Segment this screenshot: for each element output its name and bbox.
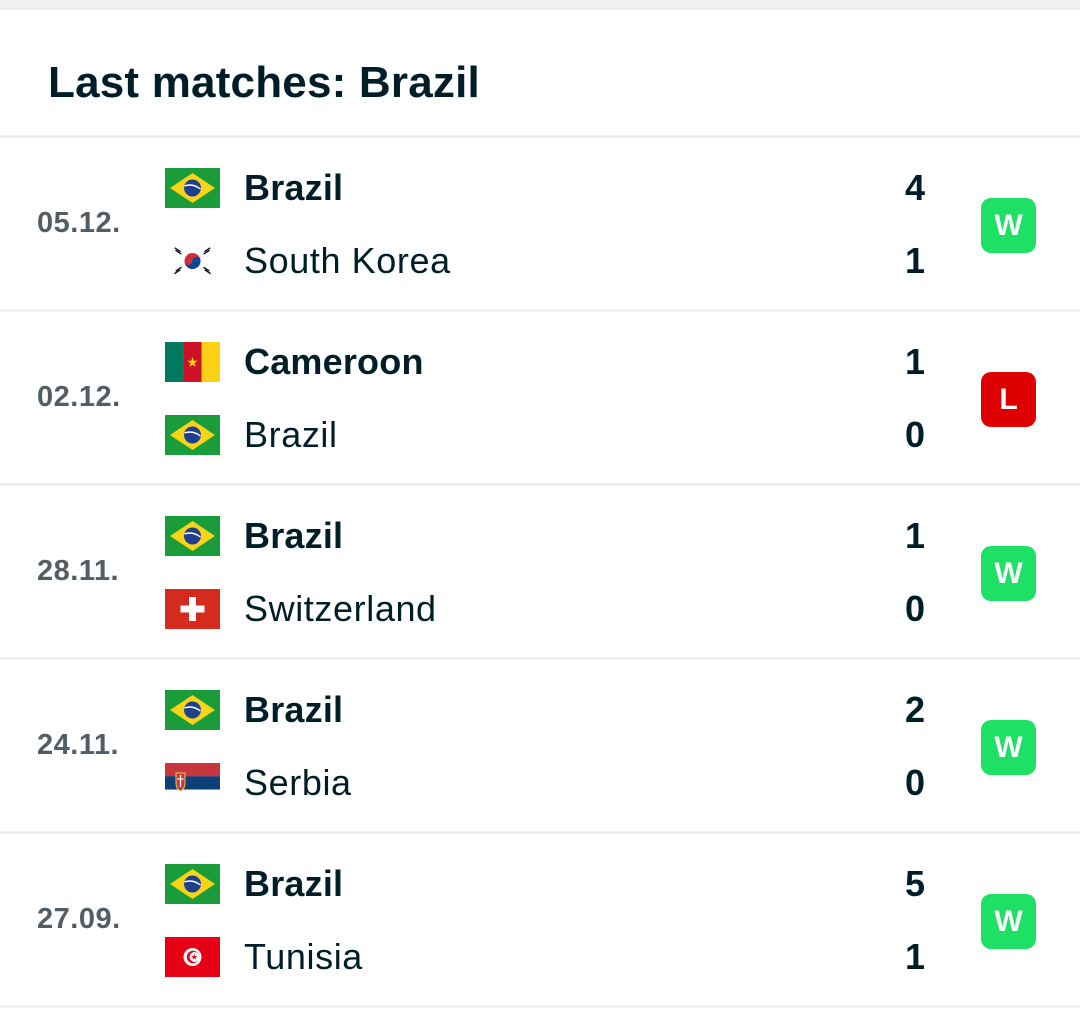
match-list: 05.12. Brazil 4 South Korea 1 W 02.12. C…: [0, 138, 1080, 1008]
match-date: 27.09.: [37, 903, 121, 935]
match-date: 02.12.: [37, 381, 121, 413]
match-row[interactable]: 05.12. Brazil 4 South Korea 1 W: [0, 138, 1080, 312]
switzerland-flag-icon: [165, 589, 220, 629]
top-divider: [0, 0, 1080, 10]
away-team-name: Switzerland: [244, 588, 437, 629]
away-team: South Korea 1: [165, 236, 925, 286]
away-team-name: Tunisia: [244, 936, 363, 977]
serbia-flag-icon: [165, 763, 220, 803]
home-score: 4: [904, 167, 926, 208]
home-team-name: Brazil: [244, 863, 344, 904]
home-team-name: Brazil: [244, 689, 344, 730]
away-team-name: Brazil: [244, 414, 338, 455]
page-title: Last matches: Brazil: [48, 58, 480, 107]
result-badge: W: [981, 894, 1036, 949]
home-team-name: Brazil: [244, 167, 344, 208]
brazil-flag-icon: [165, 864, 220, 904]
away-score: 1: [904, 936, 926, 977]
match-row[interactable]: 27.09. Brazil 5 Tunisia 1 W: [0, 834, 1080, 1008]
result-badge: W: [981, 546, 1036, 601]
brazil-flag-icon: [165, 415, 220, 455]
away-team: Serbia 0: [165, 758, 925, 808]
match-date: 24.11.: [37, 729, 120, 761]
match-date: 28.11.: [37, 555, 120, 587]
match-date: 05.12.: [37, 207, 121, 239]
home-score: 5: [904, 863, 926, 904]
result-badge: W: [981, 198, 1036, 253]
result-badge: L: [981, 372, 1036, 427]
away-score: 0: [904, 762, 926, 803]
section-header: Last matches: Brazil: [0, 10, 1080, 138]
home-team: Cameroon 1: [165, 337, 925, 387]
home-team: Brazil 2: [165, 685, 925, 735]
away-score: 0: [904, 588, 926, 629]
away-score: 1: [904, 240, 926, 281]
tunisia-flag-icon: [165, 937, 220, 977]
home-score: 1: [904, 341, 926, 382]
home-team: Brazil 5: [165, 859, 925, 909]
home-team-name: Brazil: [244, 515, 344, 556]
brazil-flag-icon: [165, 168, 220, 208]
match-row[interactable]: 02.12. Cameroon 1 Brazil 0 L: [0, 312, 1080, 486]
away-score: 0: [904, 414, 926, 455]
away-team: Tunisia 1: [165, 932, 925, 982]
home-score: 2: [904, 689, 926, 730]
away-team: Brazil 0: [165, 410, 925, 460]
away-team: Switzerland 0: [165, 584, 925, 634]
home-team-name: Cameroon: [244, 341, 424, 382]
away-team-name: Serbia: [244, 762, 352, 803]
match-row[interactable]: 24.11. Brazil 2 Serbia 0 W: [0, 660, 1080, 834]
match-row[interactable]: 28.11. Brazil 1 Switzerland 0 W: [0, 486, 1080, 660]
home-team: Brazil 1: [165, 511, 925, 561]
brazil-flag-icon: [165, 690, 220, 730]
result-badge: W: [981, 720, 1036, 775]
brazil-flag-icon: [165, 516, 220, 556]
south-korea-flag-icon: [165, 241, 220, 281]
away-team-name: South Korea: [244, 240, 451, 281]
home-team: Brazil 4: [165, 163, 925, 213]
home-score: 1: [904, 515, 926, 556]
cameroon-flag-icon: [165, 342, 220, 382]
